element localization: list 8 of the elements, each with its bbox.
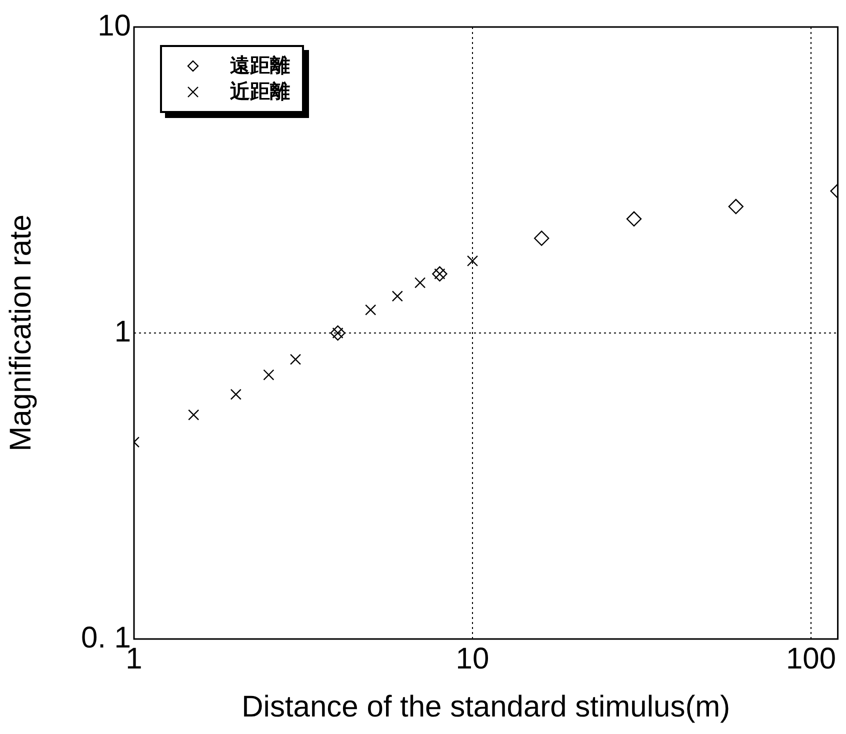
- x-tick-label: 10: [456, 642, 490, 676]
- x-tick-label: 100: [786, 642, 836, 676]
- y-tick-label: 1: [114, 315, 131, 348]
- x-axis-title: Distance of the standard stimulus(m): [242, 690, 730, 724]
- y-axis-title: Magnification rate: [4, 214, 38, 452]
- legend-label: 近距離: [230, 80, 290, 105]
- y-tick-label: 10: [98, 9, 131, 42]
- legend-label: 遠距離: [230, 54, 290, 79]
